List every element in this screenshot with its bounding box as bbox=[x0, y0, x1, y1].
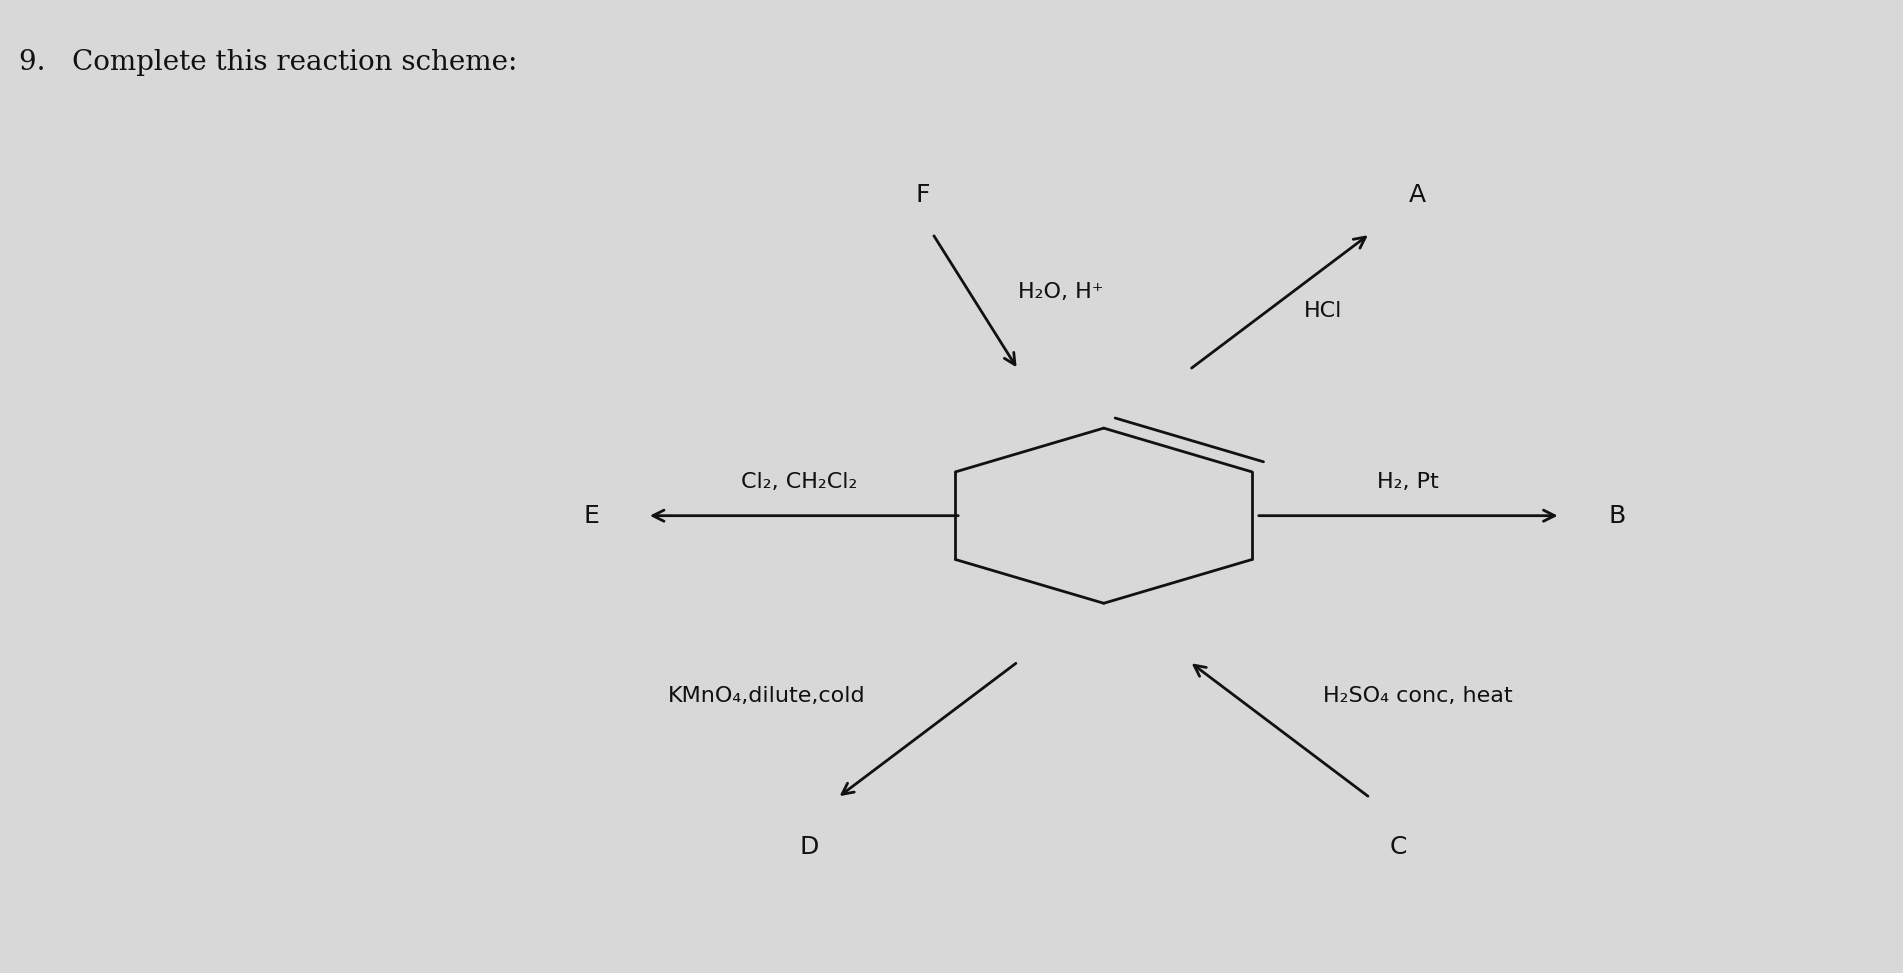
Text: D: D bbox=[799, 835, 818, 858]
Text: Cl₂, CH₂Cl₂: Cl₂, CH₂Cl₂ bbox=[740, 472, 858, 491]
Text: HCl: HCl bbox=[1304, 302, 1342, 321]
Text: 9.   Complete this reaction scheme:: 9. Complete this reaction scheme: bbox=[19, 49, 518, 76]
Text: H₂SO₄ conc, heat: H₂SO₄ conc, heat bbox=[1323, 686, 1513, 705]
Text: KMnO₄,dilute,cold: KMnO₄,dilute,cold bbox=[668, 686, 866, 705]
Text: H₂O, H⁺: H₂O, H⁺ bbox=[1018, 282, 1104, 302]
Text: H₂, Pt: H₂, Pt bbox=[1378, 472, 1439, 491]
Text: E: E bbox=[584, 504, 599, 527]
Text: F: F bbox=[915, 183, 931, 206]
Text: C: C bbox=[1389, 835, 1408, 858]
Text: B: B bbox=[1608, 504, 1625, 527]
Text: A: A bbox=[1410, 183, 1425, 206]
